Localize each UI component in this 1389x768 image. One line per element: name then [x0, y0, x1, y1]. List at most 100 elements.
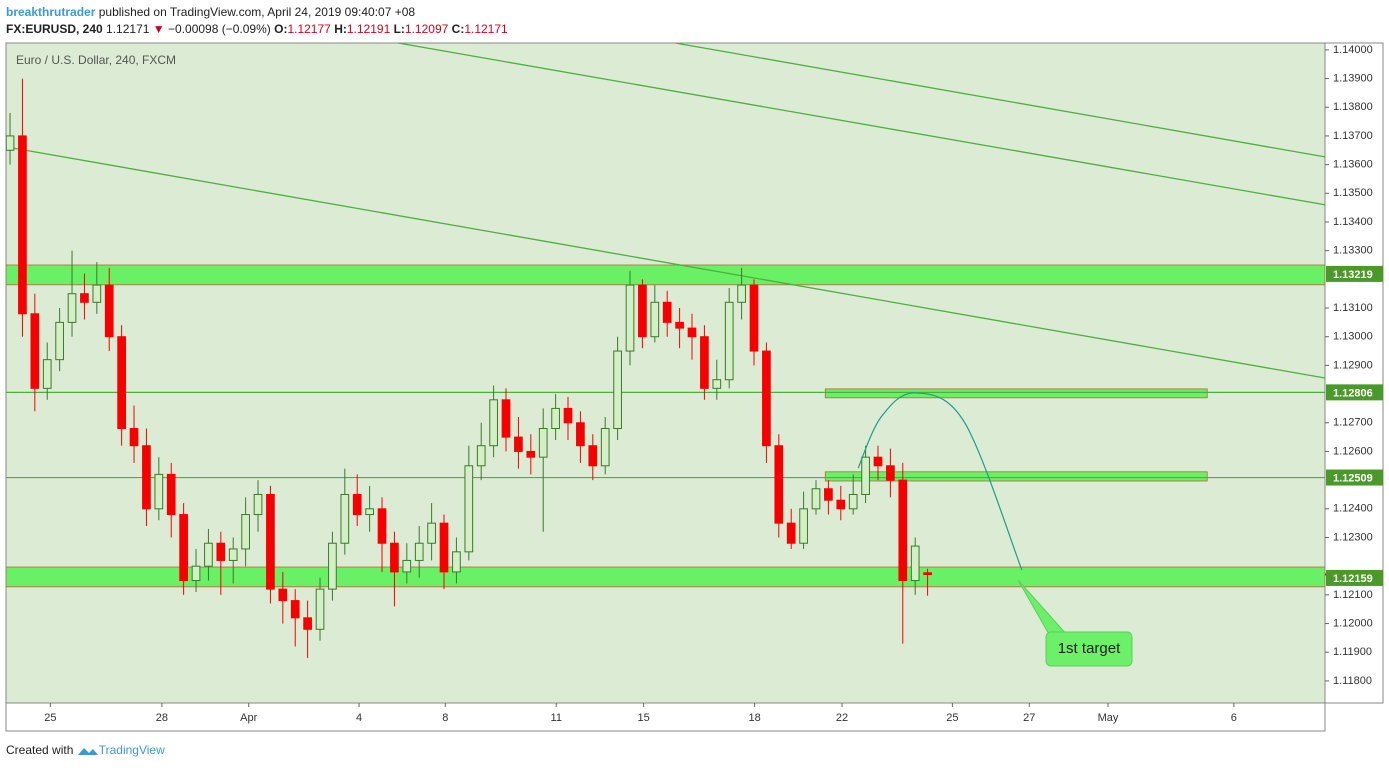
down-arrow: ▼	[152, 22, 165, 36]
ohlc-key: O:	[274, 22, 288, 36]
candle-body	[303, 617, 312, 630]
candle-body	[625, 284, 635, 352]
y-tick-label: 1.12100	[1333, 589, 1373, 601]
candle-body	[526, 450, 536, 458]
candle-body	[228, 548, 238, 561]
candle-body	[501, 399, 511, 438]
level-label: 1.12159	[1333, 573, 1373, 585]
candle-body	[216, 542, 226, 561]
y-tick-label: 1.12700	[1333, 417, 1373, 429]
candle-body	[18, 135, 27, 315]
y-tick-label: 1.13300	[1333, 245, 1373, 257]
candle-body	[824, 488, 833, 501]
candle-body	[92, 284, 102, 303]
x-tick-label: 22	[836, 712, 848, 724]
candle-body	[489, 399, 498, 447]
candle-body	[55, 321, 64, 361]
y-tick-label: 1.14000	[1333, 44, 1373, 56]
ohlc-key: H:	[334, 22, 347, 36]
candle-body	[762, 350, 771, 447]
candle-body	[439, 522, 449, 573]
candle-body	[848, 493, 858, 510]
candle-body	[551, 407, 560, 430]
header-line: breakthrutrader published on TradingView…	[6, 5, 415, 19]
candle-body	[749, 284, 759, 352]
x-tick-label: 15	[638, 712, 650, 724]
change: −0.00098 (−0.09%)	[168, 22, 271, 36]
ohlc-key: C:	[451, 22, 465, 36]
y-tick-label: 1.13100	[1333, 302, 1373, 314]
trend-line	[6, 146, 1325, 379]
x-tick-label: May	[1098, 712, 1119, 724]
candle-body	[861, 456, 870, 495]
level-label: 1.13219	[1333, 269, 1373, 281]
candle-body	[241, 514, 250, 550]
y-tick-label: 1.13700	[1333, 130, 1373, 142]
candle-body	[352, 493, 362, 516]
candle-body	[266, 493, 275, 590]
level-label: 1.12806	[1333, 387, 1373, 399]
candle-body	[6, 135, 15, 151]
x-tick-label: 28	[156, 712, 168, 724]
candle-body	[154, 473, 164, 510]
x-tick-label: 11	[551, 712, 562, 724]
candle-body	[576, 422, 585, 447]
time-axis	[5, 702, 1326, 732]
ohlc-value: 1.12191	[346, 22, 391, 36]
candle-body	[923, 572, 932, 575]
level-label: 1.12509	[1333, 472, 1373, 484]
ohlc-value: 1.12177	[287, 22, 331, 36]
y-tick-label: 1.13600	[1333, 159, 1373, 171]
candle-body	[104, 284, 114, 338]
x-tick-label: 6	[1231, 712, 1237, 724]
plot-layer	[6, 43, 1325, 658]
candle-body	[886, 465, 895, 481]
y-tick-label: 1.12000	[1333, 617, 1373, 629]
y-tick-label: 1.13800	[1333, 101, 1373, 113]
candle-body	[476, 445, 486, 467]
x-tick-label: 27	[1023, 712, 1035, 724]
projection-curve	[857, 392, 1023, 571]
x-tick-label: 4	[356, 712, 362, 724]
candle-body	[464, 465, 474, 553]
x-tick-label: 18	[748, 712, 760, 724]
candle-body	[588, 445, 598, 467]
candle-body	[613, 350, 622, 430]
ohlc-value: 1.12097	[404, 22, 449, 36]
callout-box	[1045, 631, 1133, 667]
candle-body	[67, 293, 77, 323]
x-tick-label: Apr	[240, 712, 257, 724]
candle-body	[898, 479, 908, 582]
trend-line	[398, 43, 1325, 206]
candle-body	[377, 508, 387, 544]
candle-body	[117, 336, 126, 430]
y-tick-label: 1.13500	[1333, 187, 1373, 199]
candle-body	[42, 359, 52, 389]
level-label-box	[1326, 469, 1383, 486]
candle-body	[365, 508, 374, 516]
candle-body	[427, 522, 436, 544]
candle-body	[724, 301, 734, 381]
y-tick-label: 1.12400	[1333, 503, 1373, 515]
plot-area	[5, 42, 1326, 704]
y-tick-label: 1.11900	[1333, 646, 1372, 658]
symbol-line: FX:EURUSD, 240 1.12171 ▼ −0.00098 (−0.09…	[6, 22, 508, 36]
candle-body	[191, 565, 201, 582]
candle-body	[811, 488, 821, 510]
publish-info: published on TradingView.com, April 24, …	[98, 5, 416, 19]
candle-body	[687, 327, 697, 338]
candle-body	[402, 559, 412, 573]
candle-body	[836, 499, 846, 510]
y-tick-label: 1.12600	[1333, 445, 1373, 457]
y-tick-label: 1.13900	[1333, 72, 1373, 84]
chart: Euro / U.S. Dollar, 240, FXCM 1.11800 1.1…	[5, 42, 1384, 732]
candle-body	[390, 542, 399, 573]
zone	[6, 264, 1325, 286]
candle-body	[799, 508, 808, 544]
candle-body	[290, 600, 300, 619]
x-tick-label: 8	[442, 712, 448, 724]
candle-body	[129, 428, 139, 447]
candle-body	[600, 428, 610, 467]
candle-body	[662, 301, 672, 323]
